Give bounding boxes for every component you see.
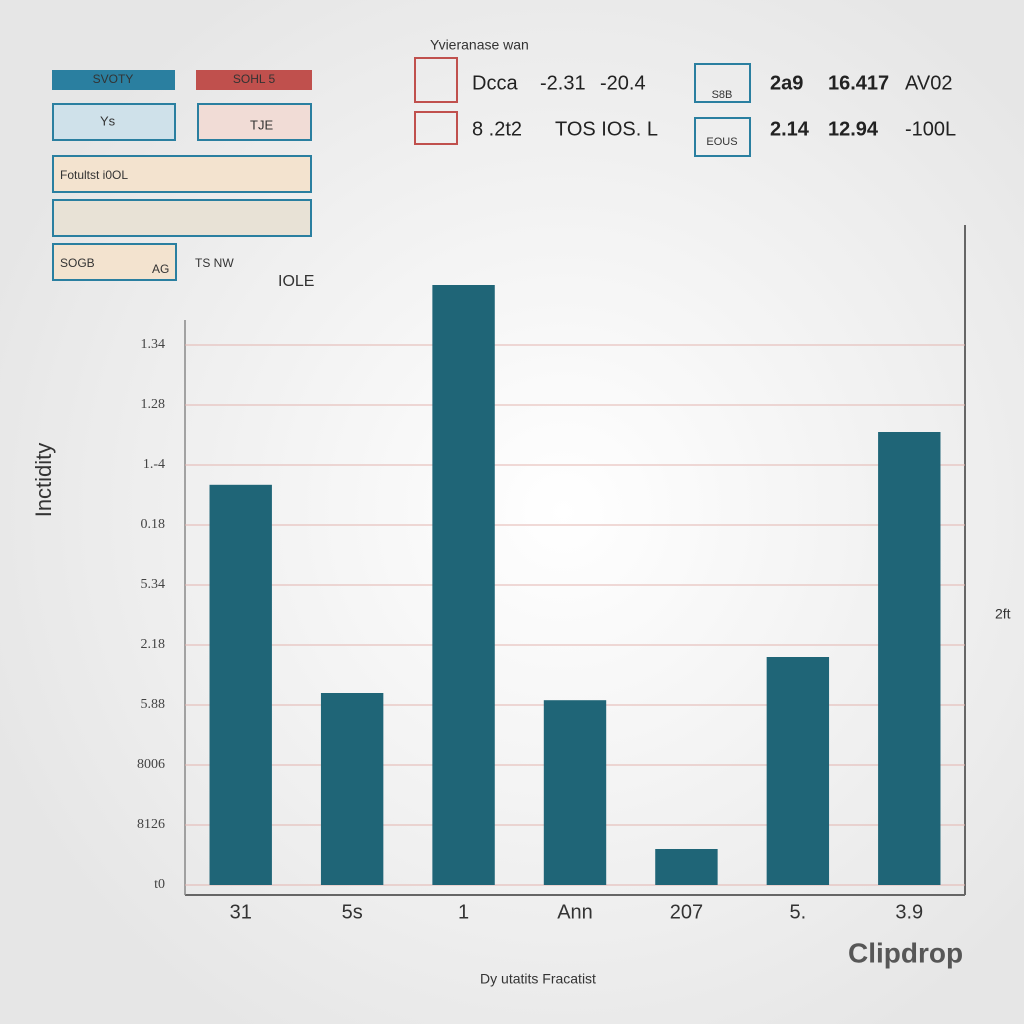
bar xyxy=(320,693,384,885)
panel-text: TS NW xyxy=(195,256,234,270)
badge: EOUS xyxy=(706,136,737,148)
bar xyxy=(209,484,272,885)
legend-label: SOHL 5 xyxy=(233,72,276,86)
badge: S8B xyxy=(712,89,733,101)
y-tick-label: 8006 xyxy=(137,757,165,772)
stat: AV02 xyxy=(905,72,952,94)
x-tick-label: 1 xyxy=(458,901,469,923)
x-tick-label: 207 xyxy=(670,901,703,923)
y-tick-label: 1.-4 xyxy=(143,457,165,472)
x-tick-label: 5. xyxy=(790,901,807,923)
bar xyxy=(878,432,941,885)
stat: 16.417 xyxy=(828,72,889,94)
stat: 2a9 xyxy=(770,72,803,94)
stat: 12.94 xyxy=(828,118,879,140)
y-tick-label: 5.88 xyxy=(141,697,166,712)
stat: -100L xyxy=(905,118,956,140)
y-tick-label: 1.34 xyxy=(141,337,166,352)
chart-title: Yvieranase wan xyxy=(430,37,529,53)
panel-text: IOLE xyxy=(278,273,314,290)
x-tick-label: 5s xyxy=(342,901,363,923)
stat: TOS IOS. L xyxy=(555,118,658,140)
bar xyxy=(543,700,607,885)
y-tick-label: t0 xyxy=(154,877,165,892)
bar xyxy=(766,657,830,885)
panel-text: SOGB xyxy=(60,256,95,270)
x-axis-label: Dy utatits Fracatist xyxy=(480,971,596,987)
y-tick-label: 0.18 xyxy=(141,517,166,532)
legend-label: SVOTY xyxy=(93,72,134,86)
panel-text: AG xyxy=(152,262,169,276)
stat: -2.31 xyxy=(540,72,586,94)
stat: 2.14 xyxy=(770,118,810,140)
x-tick-label: Ann xyxy=(557,901,593,923)
stat: Dcca xyxy=(472,72,518,94)
bar xyxy=(655,849,718,885)
x-tick-label: 31 xyxy=(230,901,252,923)
y-tick-label: 5.34 xyxy=(141,577,166,592)
panel-text: Ys xyxy=(100,113,116,128)
watermark: Clipdrop xyxy=(848,937,963,968)
y-tick-label: 2.18 xyxy=(141,637,166,652)
y2-axis-label: 2ft xyxy=(995,606,1011,622)
y-axis-label: Inctidity xyxy=(31,443,56,518)
x-tick-label: 3.9 xyxy=(895,901,923,923)
panel-text: TJE xyxy=(250,117,273,132)
panel-boxes xyxy=(52,57,751,281)
panel-text: Fotultst i0OL xyxy=(60,168,128,182)
stat: -20.4 xyxy=(600,72,646,94)
y-tick-label: 8126 xyxy=(137,817,165,832)
y-tick-label: 1.28 xyxy=(141,397,166,412)
stat: 8 .2t2 xyxy=(472,118,522,140)
bar xyxy=(432,285,495,885)
